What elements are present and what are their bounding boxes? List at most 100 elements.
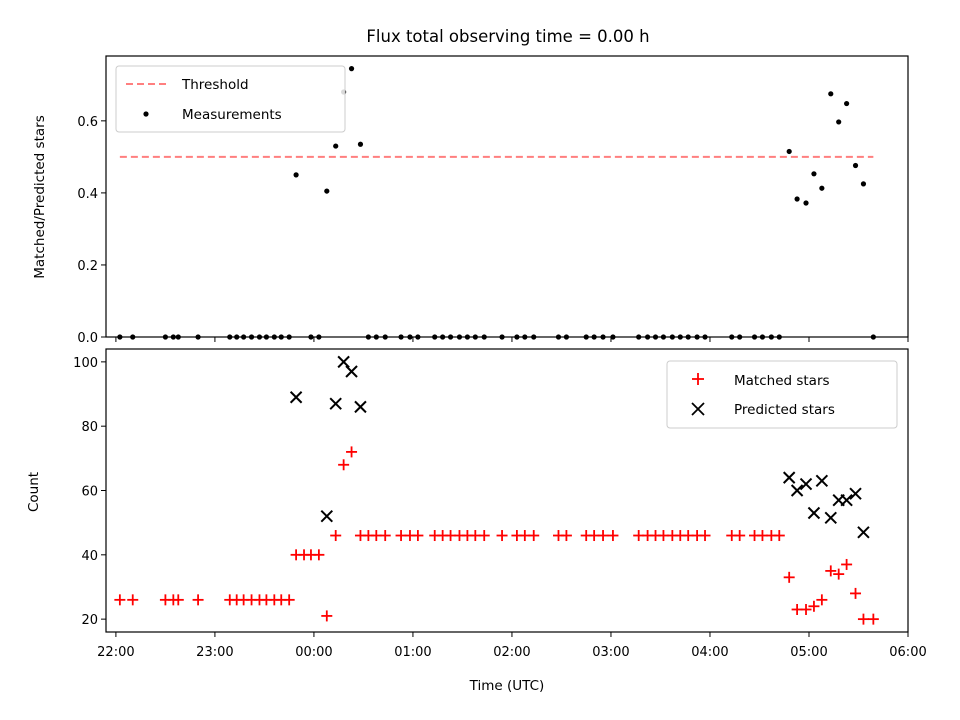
- matched-star-point: [560, 530, 572, 542]
- matched-star-point: [330, 530, 342, 542]
- predicted-star-point: [289, 391, 303, 404]
- predicted-star-point: [840, 493, 853, 507]
- matched-star-point: [833, 568, 845, 580]
- bottom-y-tick-label: 60: [81, 485, 98, 500]
- matched-star-point: [816, 594, 828, 606]
- top-y-tick-label: 0.6: [77, 115, 98, 130]
- matched-star-point: [528, 530, 540, 542]
- bottom-y-tick-label: 80: [81, 420, 98, 435]
- predicted-star-point: [345, 365, 358, 378]
- predicted-star-point: [790, 484, 804, 497]
- top-panel: Flux total observing time = 0.00 h 0.00.…: [32, 27, 909, 346]
- matched-star-point: [783, 571, 795, 583]
- measurement-point: [293, 172, 299, 178]
- bottom-y-tick-label: 40: [81, 549, 98, 564]
- measurement-point: [836, 119, 842, 125]
- x-tick-label: 04:00: [691, 645, 728, 660]
- top-y-tick-label: 0.0: [77, 331, 98, 346]
- bottom-y-axis-label: Count: [26, 472, 42, 512]
- x-axis-label: Time (UTC): [469, 678, 545, 694]
- matched-star-point: [808, 600, 820, 612]
- top-legend: Threshold Measurements: [115, 65, 346, 133]
- predicted-star-point: [807, 506, 821, 520]
- x-tick-label: 02:00: [493, 645, 530, 660]
- predicted-star-point: [320, 510, 334, 523]
- measurement-point: [794, 196, 800, 202]
- matched-star-point: [597, 530, 609, 542]
- chart-title: Flux total observing time = 0.00 h: [366, 27, 649, 46]
- matched-star-point: [841, 558, 853, 570]
- predicted-star-point: [857, 526, 870, 539]
- bottom-y-tick-label: 100: [73, 356, 98, 371]
- x-tick-label: 22:00: [97, 645, 134, 660]
- matched-star-point: [773, 530, 785, 542]
- matched-star-point: [313, 549, 325, 561]
- predicted-star-point: [329, 397, 342, 410]
- x-tick-label: 06:00: [889, 645, 926, 660]
- x-tick-label: 05:00: [790, 645, 827, 660]
- measurement-point: [786, 148, 792, 155]
- top-plot-area: 0.0 0.2 0.4 0.6: [77, 66, 909, 346]
- threshold-legend-label: Threshold: [181, 77, 249, 93]
- measurements-legend-label: Measurements: [182, 107, 282, 123]
- x-tick-label: 01:00: [394, 645, 431, 660]
- matched-star-point: [825, 565, 837, 577]
- predicted-legend-swatch: [691, 402, 705, 416]
- predicted-star-point: [824, 511, 837, 525]
- matched-star-point: [338, 459, 350, 471]
- measurement-point: [844, 100, 850, 107]
- bottom-axes-frame: [105, 348, 909, 633]
- measurement-point: [357, 141, 364, 147]
- matched-star-point: [321, 610, 333, 622]
- bottom-y-tick-label: 20: [81, 613, 98, 628]
- top-y-axis-label: Matched/Predicted stars: [32, 115, 48, 278]
- top-axes-frame: [105, 55, 909, 338]
- measurement-point: [828, 91, 834, 97]
- x-tick-label: 00:00: [295, 645, 332, 660]
- matched-star-point: [850, 587, 862, 599]
- predicted-star-point: [799, 477, 813, 491]
- matched-star-point: [172, 594, 184, 606]
- top-y-tick-label: 0.2: [77, 259, 98, 274]
- predicted-star-point: [354, 400, 367, 414]
- predicted-legend-label: Predicted stars: [734, 402, 835, 418]
- measurement-point: [860, 181, 867, 187]
- matched-star-point: [734, 530, 746, 542]
- x-tick-label: 23:00: [196, 645, 233, 660]
- matched-star-point: [857, 613, 869, 625]
- matched-star-point: [379, 530, 391, 542]
- bottom-legend-box: [666, 360, 898, 429]
- bottom-plot-area: 20 40 60 80 100 22:00 23:00 00:00 01:00 02:00 03:0…: [73, 355, 927, 660]
- matched-star-point: [346, 446, 358, 458]
- matched-star-point: [867, 613, 879, 625]
- bottom-panel: 20 40 60 80 100 22:00 23:00 00:00 01:00 02:00 03:0…: [26, 348, 927, 694]
- matched-star-point: [478, 530, 490, 542]
- predicted-star-point: [782, 471, 796, 484]
- matched-legend-swatch: [692, 373, 704, 385]
- predicted-star-point: [849, 487, 862, 500]
- measurement-point: [819, 185, 825, 191]
- matched-star-point: [607, 530, 619, 542]
- matched-star-point: [699, 530, 711, 542]
- measurement-point: [324, 188, 330, 194]
- top-legend-box: [115, 65, 346, 133]
- matched-legend-label: Matched stars: [734, 373, 830, 389]
- top-y-tick-label: 0.4: [77, 187, 98, 202]
- matched-star-point: [800, 603, 812, 615]
- bottom-legend: Matched stars Predicted stars: [666, 360, 898, 429]
- matched-star-point: [114, 594, 126, 606]
- measurement-point: [811, 171, 817, 177]
- matched-star-point: [283, 594, 295, 606]
- measurement-point: [852, 162, 859, 169]
- measurement-point: [803, 200, 809, 206]
- matched-star-point: [496, 530, 508, 542]
- measurement-point: [348, 66, 355, 72]
- matched-star-point: [127, 594, 139, 606]
- matched-star-point: [192, 594, 204, 606]
- predicted-star-point: [815, 474, 829, 488]
- measurements-legend-swatch: [143, 111, 149, 117]
- x-tick-label: 03:00: [592, 645, 629, 660]
- matched-star-point: [412, 530, 424, 542]
- predicted-star-point: [337, 355, 350, 369]
